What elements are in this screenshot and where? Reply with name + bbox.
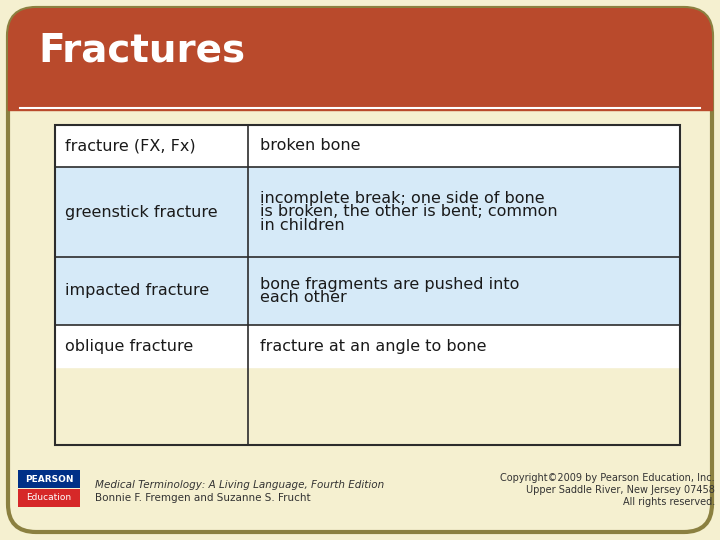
Bar xyxy=(55,125,680,445)
Bar xyxy=(248,167,680,257)
Text: Fractures: Fractures xyxy=(38,31,245,69)
Text: greenstick fracture: greenstick fracture xyxy=(65,205,217,219)
Text: Upper Saddle River, New Jersey 07458: Upper Saddle River, New Jersey 07458 xyxy=(526,485,715,495)
FancyBboxPatch shape xyxy=(18,489,80,507)
Text: Bonnie F. Fremgen and Suzanne S. Frucht: Bonnie F. Fremgen and Suzanne S. Frucht xyxy=(95,493,310,503)
Text: fracture (FX, Fx): fracture (FX, Fx) xyxy=(65,138,196,153)
Bar xyxy=(248,125,680,167)
Bar xyxy=(55,257,248,325)
Text: is broken, the other is bent; common: is broken, the other is bent; common xyxy=(260,205,557,219)
Bar xyxy=(55,325,248,367)
FancyBboxPatch shape xyxy=(18,470,80,488)
Text: Medical Terminology: A Living Language, Fourth Edition: Medical Terminology: A Living Language, … xyxy=(95,480,384,490)
Bar xyxy=(8,70,712,110)
Text: broken bone: broken bone xyxy=(260,138,361,153)
Text: Education: Education xyxy=(27,494,71,503)
Text: PEARSON: PEARSON xyxy=(24,475,73,483)
Text: in children: in children xyxy=(260,219,345,233)
Text: fracture at an angle to bone: fracture at an angle to bone xyxy=(260,339,487,354)
Bar xyxy=(55,125,248,167)
Text: bone fragments are pushed into: bone fragments are pushed into xyxy=(260,276,519,292)
Bar xyxy=(55,167,248,257)
FancyBboxPatch shape xyxy=(8,8,712,532)
Text: impacted fracture: impacted fracture xyxy=(65,284,210,299)
Bar xyxy=(248,325,680,367)
Text: Copyright©2009 by Pearson Education, Inc.: Copyright©2009 by Pearson Education, Inc… xyxy=(500,473,715,483)
Text: each other: each other xyxy=(260,291,347,306)
FancyBboxPatch shape xyxy=(8,8,712,110)
Bar xyxy=(248,257,680,325)
Text: oblique fracture: oblique fracture xyxy=(65,339,193,354)
Text: All rights reserved.: All rights reserved. xyxy=(623,497,715,507)
Text: incomplete break; one side of bone: incomplete break; one side of bone xyxy=(260,191,544,206)
